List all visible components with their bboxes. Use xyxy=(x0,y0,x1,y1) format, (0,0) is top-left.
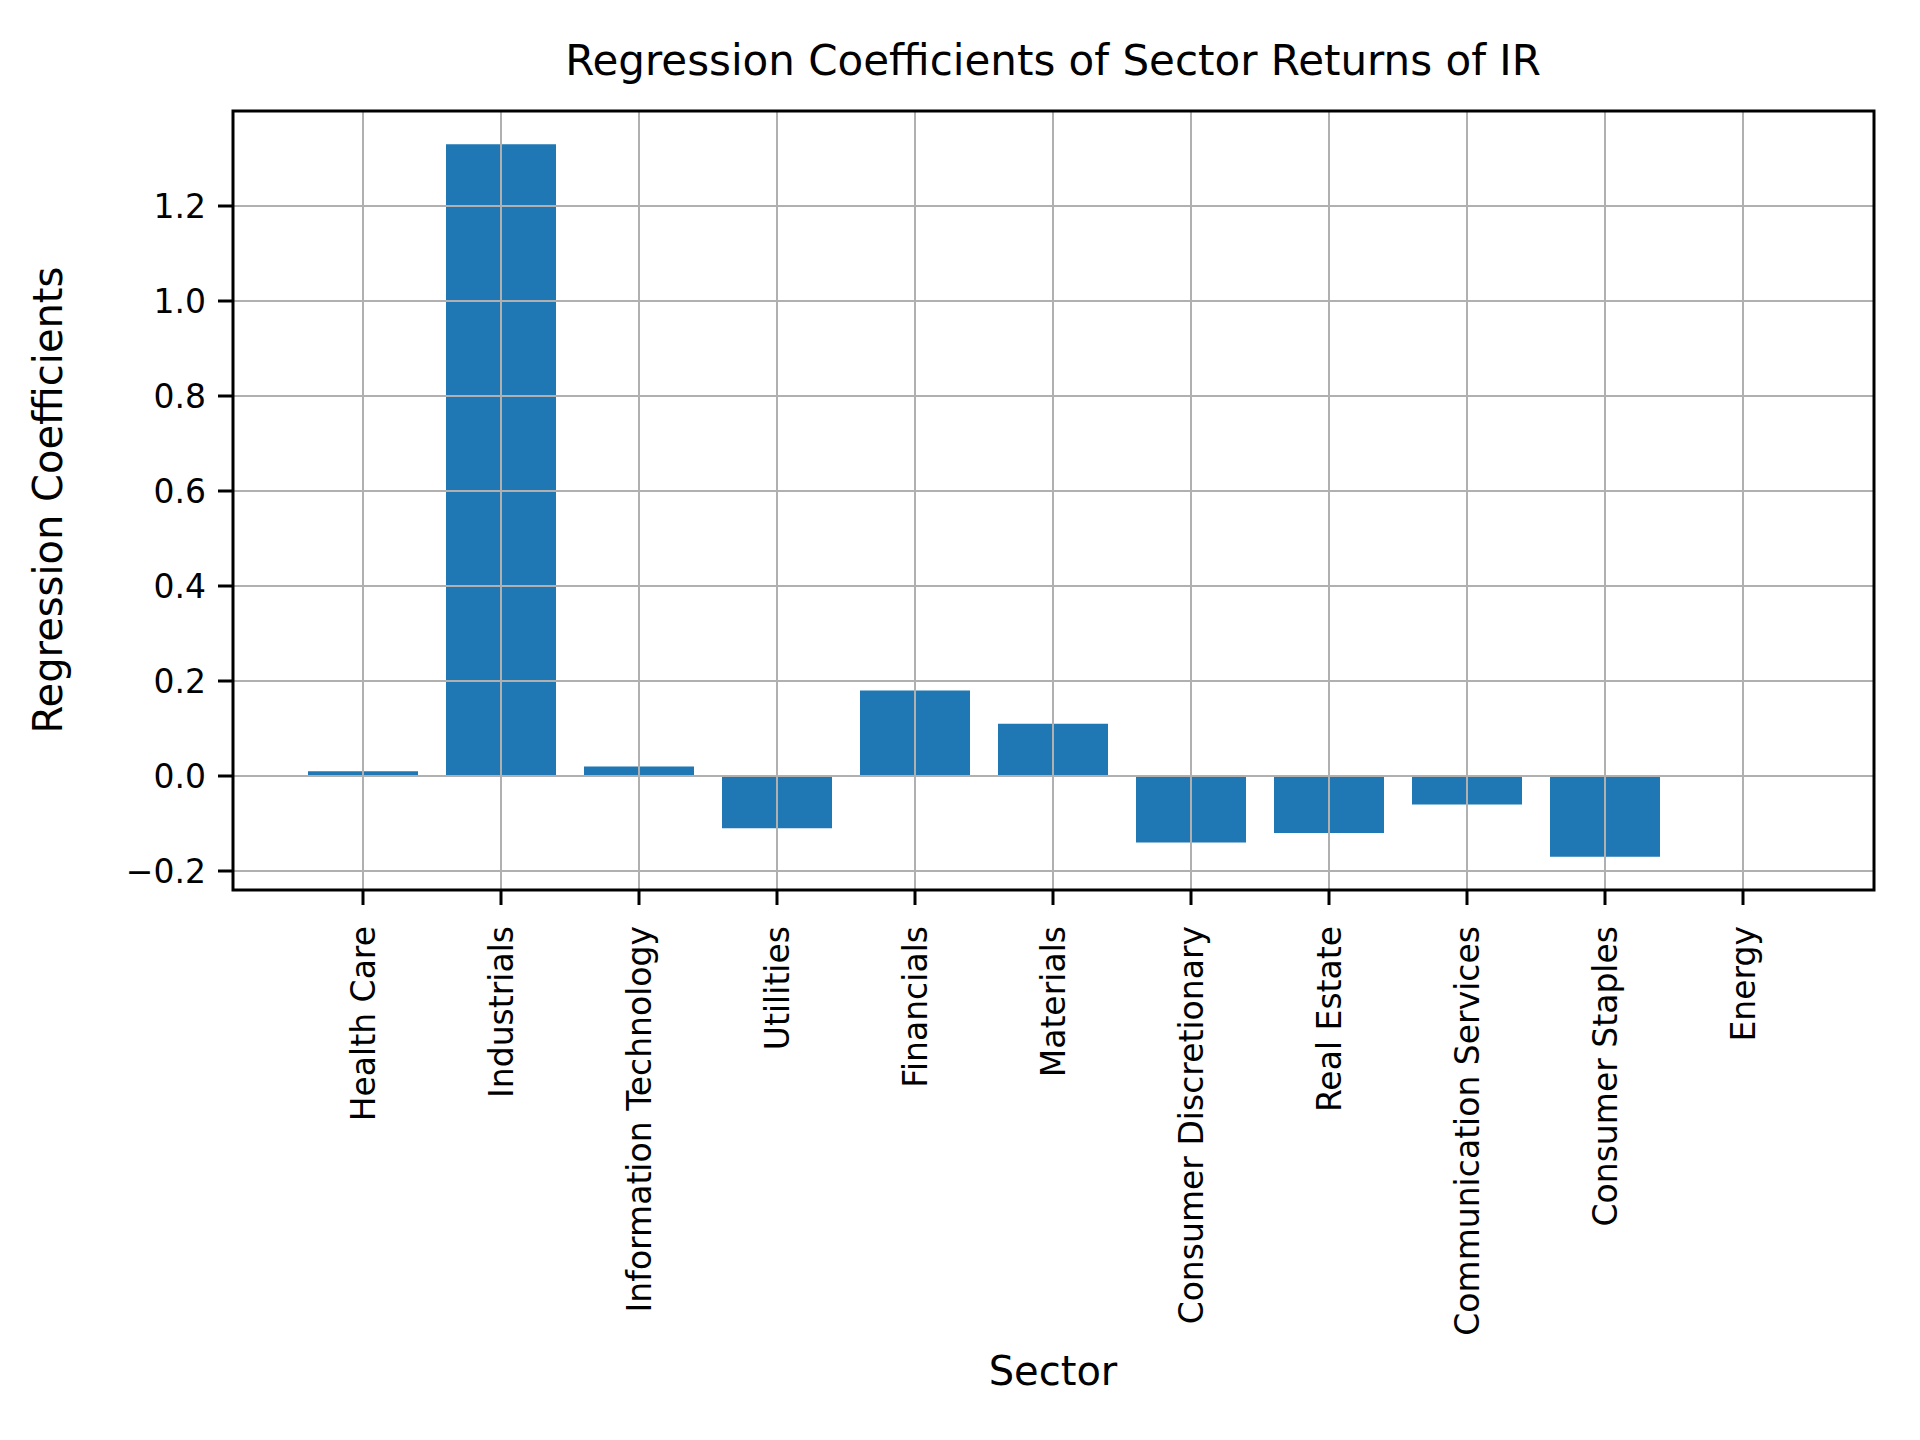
chart-title: Regression Coefficients of Sector Return… xyxy=(565,36,1541,85)
x-tick-label-financials: Financials xyxy=(896,926,935,1088)
x-tick-label-real-estate: Real Estate xyxy=(1310,926,1349,1112)
y-tick-label-1.0: 1.0 xyxy=(154,282,206,321)
y-tick-label-0.6: 0.6 xyxy=(154,472,206,511)
x-tick-label-information-technology: Information Technology xyxy=(620,926,659,1312)
x-tick-label-industrials: Industrials xyxy=(482,926,521,1098)
x-tick-label-consumer-discretionary: Consumer Discretionary xyxy=(1172,926,1211,1324)
x-tick-label-health-care: Health Care xyxy=(344,926,383,1121)
y-tick-label-0.8: 0.8 xyxy=(154,377,206,416)
y-tick-label-0.4: 0.4 xyxy=(154,567,206,606)
regression-bar-chart: −0.2 0.0 0.2 0.4 0.6 0.8 1.0 1.2 Health Care Indu… xyxy=(0,0,1920,1440)
x-tick-label-energy: Energy xyxy=(1724,926,1763,1042)
bars-layer xyxy=(308,144,1660,857)
x-tick-label-materials: Materials xyxy=(1034,926,1073,1077)
y-tick-label-1.2: 1.2 xyxy=(154,187,206,226)
x-tick-label-communication-services: Communication Services xyxy=(1448,926,1487,1336)
figure-canvas: −0.2 0.0 0.2 0.4 0.6 0.8 1.0 1.2 Health Care Indu… xyxy=(0,0,1920,1440)
y-tick-label-0.2: 0.2 xyxy=(154,662,206,701)
x-tick-label-utilities: Utilities xyxy=(758,926,797,1050)
y-tick-label-−0.2: −0.2 xyxy=(126,852,206,891)
x-tick-label-consumer-staples: Consumer Staples xyxy=(1586,926,1625,1226)
y-tick-label-0.0: 0.0 xyxy=(154,757,206,796)
y-axis-label: Regression Coefficients xyxy=(25,267,71,734)
x-axis-label: Sector xyxy=(989,1348,1118,1394)
